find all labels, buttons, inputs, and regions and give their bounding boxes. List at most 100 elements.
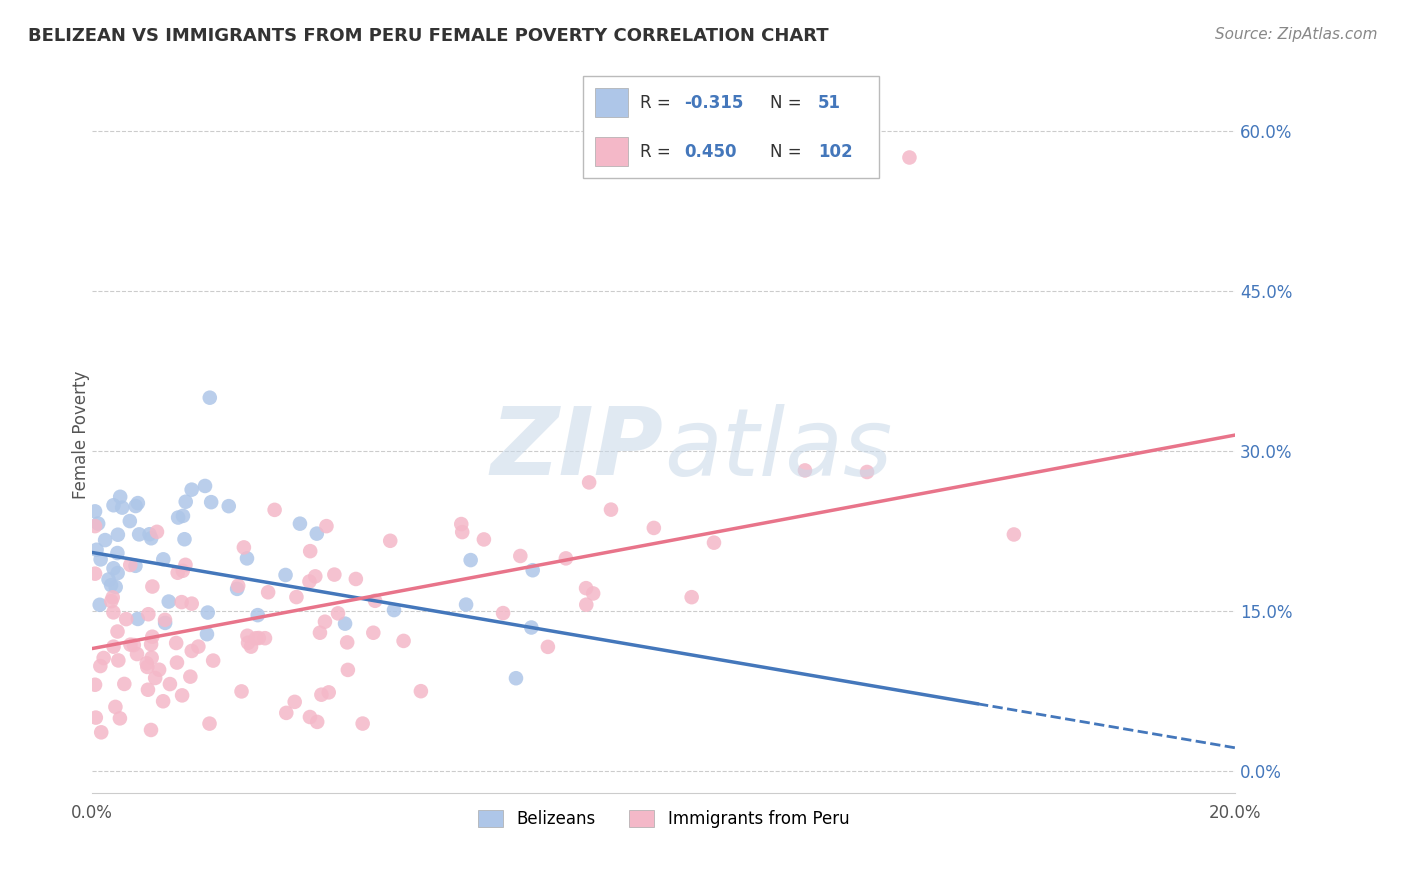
Point bbox=[104, 580, 127, 594]
Point bbox=[107, 653, 129, 667]
Point bbox=[363, 625, 385, 640]
Point bbox=[520, 620, 543, 634]
Point bbox=[153, 615, 176, 630]
Point bbox=[352, 716, 374, 731]
Point bbox=[172, 564, 194, 578]
Point bbox=[344, 572, 367, 586]
Point bbox=[451, 525, 474, 540]
Point bbox=[172, 689, 194, 703]
Point bbox=[318, 685, 340, 699]
Point bbox=[138, 607, 160, 622]
Point bbox=[111, 500, 134, 515]
Point bbox=[409, 684, 432, 698]
Point bbox=[90, 552, 112, 566]
Point bbox=[187, 640, 209, 654]
Point bbox=[165, 636, 187, 650]
Point bbox=[643, 521, 665, 535]
Text: -0.315: -0.315 bbox=[683, 94, 744, 112]
Text: N =: N = bbox=[769, 94, 807, 112]
Point bbox=[84, 519, 107, 533]
Point bbox=[139, 723, 162, 737]
Legend: Belizeans, Immigrants from Peru: Belizeans, Immigrants from Peru bbox=[471, 803, 856, 834]
Point bbox=[226, 582, 249, 596]
Point bbox=[120, 638, 142, 652]
Point bbox=[94, 533, 117, 547]
Point bbox=[307, 714, 329, 729]
Point bbox=[159, 677, 181, 691]
Point bbox=[174, 558, 197, 572]
Point bbox=[138, 527, 160, 541]
Point bbox=[202, 654, 225, 668]
Point bbox=[125, 647, 148, 661]
Text: atlas: atlas bbox=[664, 404, 891, 495]
Point bbox=[166, 566, 188, 580]
Point bbox=[107, 566, 129, 580]
Point bbox=[578, 475, 600, 490]
Point bbox=[93, 651, 115, 665]
Point bbox=[575, 581, 598, 595]
Point bbox=[141, 630, 163, 644]
Point bbox=[153, 613, 176, 627]
Point bbox=[276, 706, 298, 720]
Point bbox=[180, 644, 202, 658]
Point bbox=[87, 516, 110, 531]
Point bbox=[336, 663, 359, 677]
Point bbox=[141, 531, 163, 545]
Point bbox=[198, 716, 221, 731]
Point bbox=[84, 566, 107, 581]
Point bbox=[472, 533, 495, 547]
Point bbox=[107, 527, 129, 541]
Point bbox=[298, 574, 321, 589]
Point bbox=[100, 578, 122, 592]
Point bbox=[172, 508, 194, 523]
Point bbox=[173, 533, 195, 547]
Point bbox=[380, 533, 402, 548]
Text: ZIP: ZIP bbox=[491, 403, 664, 495]
Point bbox=[505, 671, 527, 685]
Point bbox=[143, 671, 166, 685]
Point bbox=[245, 631, 267, 645]
Text: 102: 102 bbox=[818, 144, 853, 161]
Point bbox=[285, 590, 308, 604]
Point bbox=[509, 549, 531, 563]
Point bbox=[103, 640, 125, 654]
Point bbox=[112, 677, 135, 691]
Point bbox=[240, 640, 263, 654]
Point bbox=[305, 526, 328, 541]
Point bbox=[124, 499, 146, 513]
Point bbox=[122, 638, 145, 652]
Point bbox=[232, 541, 254, 555]
Point bbox=[146, 524, 169, 539]
Point bbox=[314, 615, 336, 629]
Point bbox=[263, 503, 285, 517]
Point bbox=[152, 694, 174, 708]
Point bbox=[236, 636, 259, 650]
Point bbox=[582, 586, 605, 600]
Point bbox=[152, 552, 174, 566]
Text: R =: R = bbox=[640, 94, 676, 112]
Point bbox=[180, 597, 202, 611]
Text: 51: 51 bbox=[818, 94, 841, 112]
Point bbox=[600, 502, 623, 516]
Point bbox=[703, 535, 725, 549]
Point bbox=[136, 660, 159, 674]
Point bbox=[104, 699, 127, 714]
Point bbox=[326, 607, 349, 621]
Text: Source: ZipAtlas.com: Source: ZipAtlas.com bbox=[1215, 27, 1378, 42]
Point bbox=[298, 710, 321, 724]
Point bbox=[195, 627, 218, 641]
Point bbox=[120, 558, 142, 572]
Point bbox=[198, 391, 221, 405]
Point bbox=[537, 640, 560, 654]
Point bbox=[247, 631, 270, 645]
Point bbox=[522, 563, 544, 577]
Point bbox=[97, 573, 120, 587]
Point bbox=[107, 546, 129, 560]
Point bbox=[284, 695, 307, 709]
Point bbox=[170, 595, 193, 609]
Point bbox=[180, 483, 202, 497]
Point bbox=[103, 606, 125, 620]
Point bbox=[323, 567, 346, 582]
Point bbox=[246, 608, 269, 623]
Point bbox=[89, 659, 111, 673]
